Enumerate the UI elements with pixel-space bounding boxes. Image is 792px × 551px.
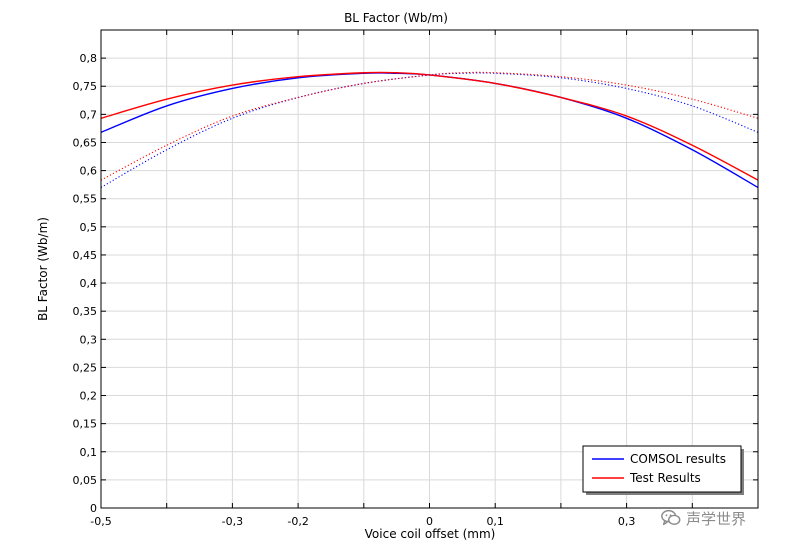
axis-ticks (100, 30, 759, 509)
y-tick-label: 0,2 (80, 390, 98, 403)
y-tick-label: 0,15 (73, 418, 98, 431)
x-tick-label: -0,5 (90, 515, 111, 528)
watermark: 声学世界 (660, 506, 746, 530)
x-axis-title: Voice coil offset (mm) (365, 527, 496, 541)
series-lines (100, 71, 759, 189)
chart-title: BL Factor (Wb/m) (344, 11, 448, 25)
y-tick-label: 0,1 (80, 446, 98, 459)
grid-lines (100, 30, 759, 509)
y-tick-label: 0,35 (73, 305, 98, 318)
legend-box (582, 445, 742, 493)
y-tick-label: 0,75 (73, 80, 98, 93)
series-line-solid-1 (100, 71, 759, 181)
x-tick-label: 0,1 (486, 515, 504, 528)
y-tick-label: 0,55 (73, 193, 98, 206)
y-tick-label: 0,5 (80, 221, 98, 234)
x-tick-labels: -0,5 -0,3 -0,2 0 0,1 0,3 (90, 515, 635, 528)
y-tick-labels: 0 0,05 0,1 0,15 0,2 0,25 0,3 0,35 0,4 0,45 0,5 0,55… (73, 52, 98, 515)
wechat-icon (661, 509, 681, 526)
y-tick-label: 0,25 (73, 361, 98, 374)
y-tick-label: 0,7 (80, 108, 98, 121)
x-tick-label: 0,3 (618, 515, 636, 528)
y-tick-label: 0,3 (80, 333, 98, 346)
x-tick-label: -0,2 (287, 515, 308, 528)
x-tick-label: 0 (426, 515, 433, 528)
legend: COMSOL results Test Results (582, 445, 744, 495)
y-tick-label: 0,8 (80, 52, 98, 65)
y-tick-label: 0,45 (73, 249, 98, 262)
legend-label: Test Results (629, 471, 701, 485)
y-tick-label: 0,6 (80, 165, 98, 178)
legend-label: COMSOL results (630, 452, 726, 466)
y-axis-title: BL Factor (Wb/m) (36, 217, 50, 321)
series-line-dotted-3 (100, 71, 759, 181)
y-tick-label: 0 (90, 502, 97, 515)
watermark-text: 声学世界 (686, 509, 747, 528)
y-tick-label: 0,4 (80, 277, 98, 290)
y-tick-label: 0,65 (73, 136, 98, 149)
y-tick-label: 0,05 (73, 474, 98, 487)
x-tick-label: -0,3 (222, 515, 243, 528)
